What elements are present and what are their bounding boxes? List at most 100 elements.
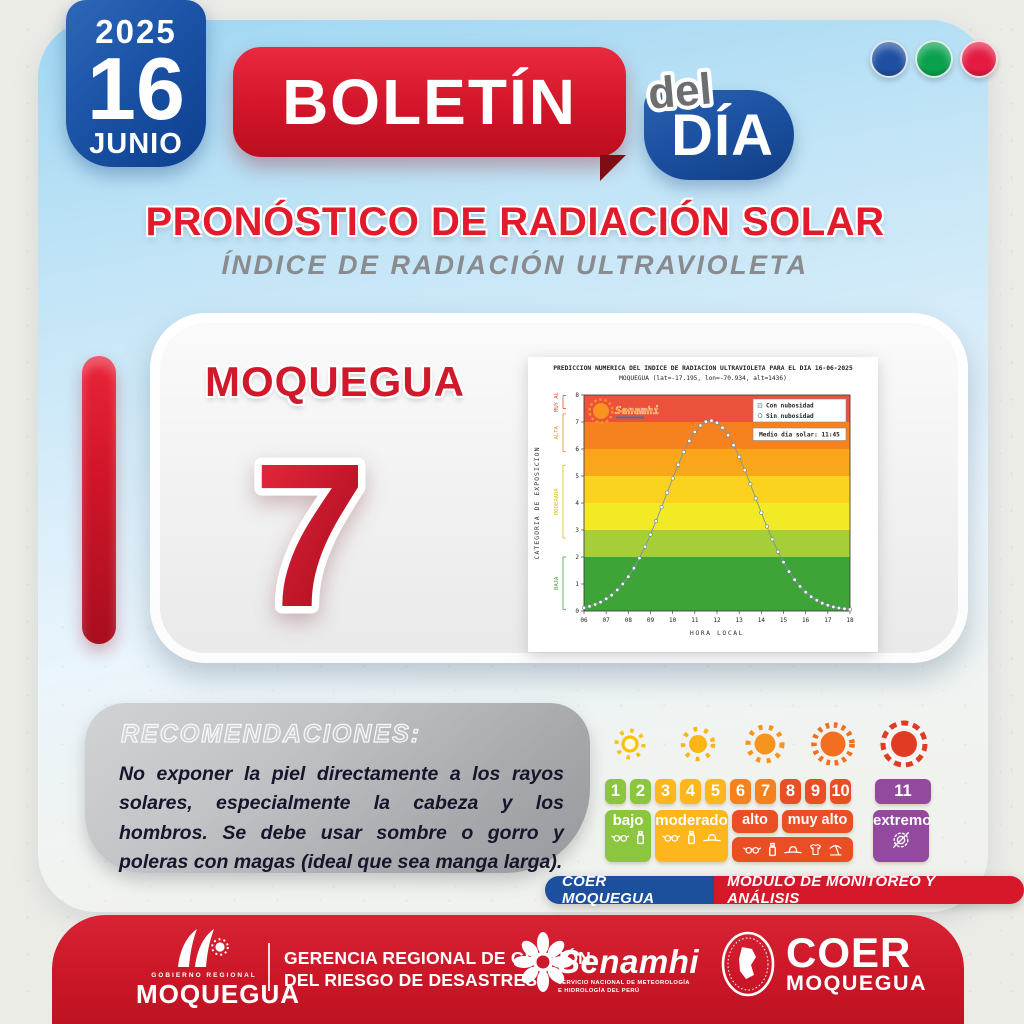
coer-badge-icon bbox=[721, 931, 775, 997]
boletin-ribbon: BOLETÍN bbox=[233, 47, 626, 157]
uv-number-cell: 2 bbox=[630, 779, 651, 804]
label-muy-alto-text: muy alto bbox=[787, 812, 848, 828]
sunscreen-icon bbox=[637, 830, 644, 845]
footer-band: GOBIERNO REGIONAL MOQUEGUA GERENCIA REGI… bbox=[52, 915, 964, 1024]
sun-intensity-row bbox=[605, 712, 937, 774]
sunscreen-icon bbox=[688, 830, 695, 845]
del-label: del bbox=[646, 64, 714, 118]
label-moderado-text: moderado bbox=[655, 812, 728, 829]
svg-text:08: 08 bbox=[625, 617, 633, 624]
svg-text:BAJA: BAJA bbox=[554, 576, 560, 590]
senamhi-subtitle: SERVICIO NACIONAL DE METEOROLOGÍA E HIDR… bbox=[558, 980, 690, 994]
uv-value: 7 bbox=[253, 421, 367, 650]
svg-text:14: 14 bbox=[758, 617, 766, 624]
sun-level-2-icon bbox=[680, 726, 716, 762]
coer-logo: COER MOQUEGUA bbox=[720, 931, 927, 997]
moquegua-ridges-icon bbox=[178, 929, 229, 967]
ribbon-left: COER MOQUEGUA bbox=[545, 873, 715, 907]
coer-ribbon: COER MOQUEGUA MÓDULO DE MONITOREO Y ANÁL… bbox=[545, 873, 1024, 907]
ribbon-right: MÓDULO DE MONITOREO Y ANÁLISIS bbox=[714, 873, 1024, 907]
sun-level-4-icon bbox=[811, 722, 855, 766]
footer-divider bbox=[268, 943, 270, 991]
label-extremo-text: extremo bbox=[873, 812, 932, 829]
recommendations-box: RECOMENDACIONES: No exponer la piel dire… bbox=[85, 703, 590, 873]
svg-text:11: 11 bbox=[691, 617, 699, 624]
hat-icon bbox=[703, 834, 721, 842]
page-title: PRONÓSTICO DE RADIACIÓN SOLAR bbox=[145, 200, 885, 244]
svg-text:16: 16 bbox=[802, 617, 810, 624]
dia-title: DÍA bbox=[671, 102, 774, 168]
date-day: 16 bbox=[87, 39, 185, 138]
svg-text:MOQUEGUA (lat=-17.195, lon=-70: MOQUEGUA (lat=-17.195, lon=-70.934, alt=… bbox=[619, 375, 787, 382]
green-dot-icon bbox=[915, 40, 953, 78]
sunglasses-icon bbox=[662, 834, 681, 842]
no-sun-icon bbox=[893, 832, 909, 848]
svg-text:CATEGORIA DE EXPOSICION: CATEGORIA DE EXPOSICION bbox=[533, 446, 541, 559]
uv-number-cell: 1 bbox=[605, 779, 626, 804]
city-name: MOQUEGUA bbox=[205, 358, 465, 405]
svg-text:5: 5 bbox=[575, 473, 579, 480]
svg-text:Senamhi: Senamhi bbox=[615, 405, 659, 417]
hat-icon bbox=[784, 846, 802, 854]
uv-number-cell: 3 bbox=[655, 779, 676, 804]
svg-text:06: 06 bbox=[580, 617, 588, 624]
uv-number-row: 1 2 3 4 5 6 7 8 9 10 11 bbox=[605, 779, 931, 804]
window-dots bbox=[870, 40, 998, 78]
svg-text:Medio dia solar: 11:45: Medio dia solar: 11:45 bbox=[759, 431, 840, 439]
svg-text:6: 6 bbox=[575, 446, 579, 453]
svg-text:8: 8 bbox=[575, 392, 579, 399]
uv-number-cell: 7 bbox=[755, 779, 776, 804]
uv-label-extremo: extremo bbox=[873, 810, 932, 862]
gerencia-line2: DEL RIESGO DE DESASTRES bbox=[284, 969, 538, 990]
uv-number-cell: 8 bbox=[780, 779, 801, 804]
uv-number-cell: 6 bbox=[730, 779, 751, 804]
uv-label-muy-alto: muy alto bbox=[782, 810, 853, 833]
svg-text:MODERADA: MODERADA bbox=[554, 488, 560, 515]
uv-protection-icons-box bbox=[732, 837, 853, 862]
sunscreen-icon bbox=[769, 842, 776, 857]
blue-dot-icon bbox=[870, 40, 908, 78]
page-subtitle: ÍNDICE DE RADIACIÓN ULTRAVIOLETA bbox=[221, 250, 809, 280]
label-alto-text: alto bbox=[742, 812, 768, 828]
red-dot-icon bbox=[960, 40, 998, 78]
sun-level-5-icon bbox=[880, 720, 928, 768]
date-badge: 2025 16 JUNIO bbox=[66, 0, 206, 167]
senamhi-flower-icon bbox=[514, 932, 572, 992]
uv-label-moderado: moderado bbox=[655, 810, 728, 862]
gobierno-regional-logo: GOBIERNO REGIONAL MOQUEGUA bbox=[136, 927, 300, 1010]
uv-label-row: bajo moderado alto muy alto bbox=[605, 810, 937, 864]
svg-text:18: 18 bbox=[846, 617, 854, 624]
recommendations-body: No exponer la piel directamente a los ra… bbox=[119, 763, 564, 873]
svg-text:15: 15 bbox=[780, 617, 788, 624]
uv-index-scale: 1 2 3 4 5 6 7 8 9 10 11 bajo moderado alto muy alt… bbox=[605, 712, 937, 864]
svg-text:3: 3 bbox=[575, 527, 579, 534]
recommendations-title-svg: RECOMENDACIONES: bbox=[120, 719, 421, 748]
uv-label-bajo: bajo bbox=[605, 810, 651, 862]
moquegua-label: MOQUEGUA bbox=[136, 979, 300, 1009]
boletin-title: BOLETÍN bbox=[282, 66, 577, 138]
svg-text:17: 17 bbox=[824, 617, 832, 624]
coer-sub: MOQUEGUA bbox=[786, 971, 927, 996]
senamhi-wordmark: Senamhi bbox=[558, 943, 700, 980]
svg-text:HORA LOCAL: HORA LOCAL bbox=[690, 629, 744, 637]
dia-box: DÍA bbox=[644, 90, 794, 180]
label-bajo-text: bajo bbox=[612, 812, 644, 829]
uv-chart-svg: PREDICCION NUMERICA DEL INDICE DE RADIAC… bbox=[533, 365, 854, 637]
sunglasses-icon bbox=[611, 834, 630, 842]
uv-number-cell: 10 bbox=[830, 779, 851, 804]
uv-label-alto: alto bbox=[732, 810, 778, 833]
svg-text:2: 2 bbox=[575, 554, 579, 561]
svg-text:4: 4 bbox=[575, 500, 579, 507]
senamhi-logo: Senamhi SERVICIO NACIONAL DE METEOROLOGÍ… bbox=[514, 931, 699, 996]
recommendations-title: RECOMENDACIONES: bbox=[121, 720, 421, 748]
uv-forecast-chart: PREDICCION NUMERICA DEL INDICE DE RADIAC… bbox=[528, 357, 878, 652]
svg-text:Con nubosidad: Con nubosidad bbox=[766, 402, 814, 410]
date-year: 2025 bbox=[95, 13, 177, 50]
svg-text:MUY AL: MUY AL bbox=[554, 391, 560, 412]
coer-wordmark: COER bbox=[786, 929, 912, 977]
sun-level-3-icon bbox=[745, 724, 785, 764]
uv-value-display: 7 bbox=[245, 414, 374, 654]
svg-text:0: 0 bbox=[575, 608, 579, 615]
svg-text:1: 1 bbox=[575, 581, 579, 588]
ribbon-fold bbox=[600, 155, 626, 181]
